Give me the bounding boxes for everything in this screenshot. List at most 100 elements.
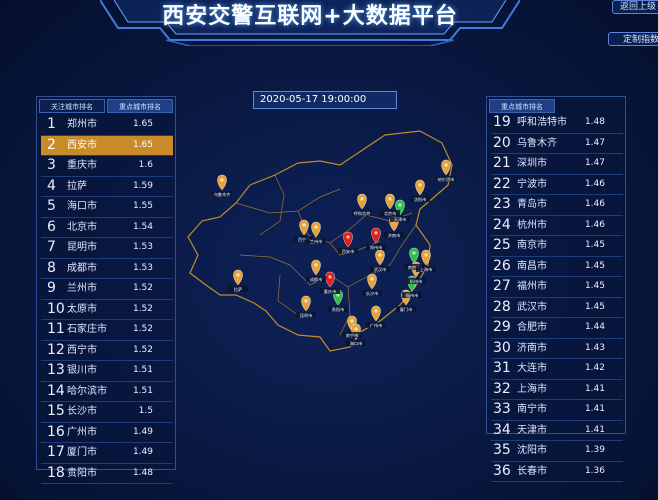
ranking-row[interactable]: 19 呼和浩特市 1.48 [491,113,623,134]
map-pin-icon[interactable] [343,231,353,248]
city-name: 昆明市 [67,242,97,253]
map-label-bg [306,276,326,282]
rank-number: 10 [47,300,65,317]
ranking-row[interactable]: 25 南京市 1.45 [491,236,623,257]
map-label-bg [328,306,348,312]
map-pin-icon[interactable] [311,221,321,238]
map-label-bg [384,232,404,238]
map-label-bg [352,210,372,216]
ranking-row[interactable]: 36 长春市 1.36 [491,462,623,482]
map-label-bg [338,248,358,254]
map-pin-icon[interactable] [217,174,227,191]
index-value: 1.47 [584,137,605,148]
tab-followed-cities[interactable]: 关注城市排名 [39,99,105,113]
ranking-row[interactable]: 1 郑州市 1.65 [41,115,173,136]
rank-number: 19 [493,114,511,130]
city-name: 南宁市 [517,404,547,415]
map-label-bg [416,266,436,272]
rank-number: 27 [493,278,511,294]
ranking-row[interactable]: 28 武汉市 1.45 [491,298,623,318]
ranking-row[interactable]: 20 乌鲁木齐 1.47 [491,134,623,154]
index-value: 1.65 [132,139,153,150]
map-city-label: 贵阳市 [332,306,345,313]
map-city-label: 乌鲁木齐 [214,191,232,198]
map-city-label: 兰州市 [310,238,323,245]
map-pin-icon[interactable] [371,227,381,244]
ranking-row[interactable]: 12 西宁市 1.52 [41,341,173,361]
ranking-row[interactable]: 22 宁波市 1.46 [491,175,623,195]
map-pin-icon[interactable] [325,271,335,288]
index-value: 1.36 [584,465,605,476]
city-name: 济南市 [517,342,547,354]
map-city-label: 北京市 [384,210,397,217]
ranking-row[interactable]: 11 石家庄市 1.52 [41,320,173,341]
ranking-row[interactable]: 33 南宁市 1.41 [491,400,623,421]
rank-number: 8 [47,259,56,276]
date-display[interactable]: 2020-05-17 19:00:00 [253,91,397,109]
map-pin-icon[interactable] [233,269,243,286]
ranking-row[interactable]: 16 广州市 1.49 [41,423,173,443]
ranking-row[interactable]: 13 银川市 1.51 [41,361,173,382]
city-name: 深圳市 [517,158,547,169]
ranking-row[interactable]: 32 上海市 1.41 [491,380,623,400]
map-pin-icon[interactable] [371,305,381,322]
index-value: 1.6 [138,160,153,170]
ranking-row[interactable]: 6 北京市 1.54 [41,218,173,238]
map-label-bg [294,236,314,242]
tab-key-cities[interactable]: 重点城市排名 [107,99,173,113]
ranking-row[interactable]: 2 西安市 1.65 [41,135,173,156]
map-label-bg [406,278,426,284]
map-pin-icon[interactable] [385,193,395,210]
map-city-label: 武汉市 [374,266,387,273]
rank-number: 6 [47,218,56,235]
city-name: 合肥市 [517,322,547,333]
ranking-row[interactable]: 9 兰州市 1.52 [41,279,173,300]
ranking-row[interactable]: 34 天津市 1.41 [491,421,623,441]
ranking-row[interactable]: 26 南昌市 1.45 [491,257,623,277]
ranking-row[interactable]: 4 拉萨 1.59 [41,177,173,197]
rank-number: 20 [493,134,511,151]
map-label-bg [228,286,248,292]
ranking-row[interactable]: 10 太原市 1.52 [41,300,173,320]
map-pin-icon[interactable] [301,295,311,312]
ranking-row[interactable]: 17 厦门市 1.49 [41,443,173,464]
ranking-row[interactable]: 8 成都市 1.53 [41,259,173,279]
map-city-label: 南宁市 [346,332,359,339]
custom-index-button[interactable]: 定制指数 [608,32,658,46]
left-ranking-list: 1 郑州市 1.65 2 西安市 1.65 3 重庆市 1.6 4 拉萨 1.59 5 海口市 1.55 6 北… [41,115,173,484]
map-pin-icon[interactable] [357,193,367,210]
map-pin-icon[interactable] [299,219,309,236]
ranking-row[interactable]: 30 济南市 1.43 [491,339,623,359]
ranking-row[interactable]: 7 昆明市 1.53 [41,238,173,259]
map-pin-icon[interactable] [421,249,431,266]
ranking-row[interactable]: 15 长沙市 1.5 [41,402,173,423]
city-name: 长沙市 [67,406,97,417]
ranking-row[interactable]: 29 合肥市 1.44 [491,318,623,339]
ranking-row[interactable]: 3 重庆市 1.6 [41,156,173,177]
rank-number: 12 [47,341,65,358]
back-button[interactable]: 返回上级 [612,0,658,14]
map-city-label: 沈阳市 [414,196,427,203]
page-title: 西安交警互联网+大数据平台 [162,4,458,29]
ranking-row[interactable]: 23 青岛市 1.46 [491,195,623,216]
ranking-row[interactable]: 24 杭州市 1.46 [491,216,623,236]
ranking-row[interactable]: 5 海口市 1.55 [41,197,173,218]
map-pin-icon[interactable] [367,273,377,290]
tab-key-cities-right[interactable]: 重点城市排名 [489,99,555,113]
map-pin-icon[interactable] [415,179,425,196]
ranking-row[interactable]: 35 沈阳市 1.39 [491,441,623,462]
rank-number: 25 [493,237,511,253]
ranking-row[interactable]: 18 贵阳市 1.48 [41,464,173,484]
right-ranking-list: 19 呼和浩特市 1.48 20 乌鲁木齐 1.47 21 深圳市 1.47 22 宁波市 1.46 2… [491,113,623,482]
map-pin-icon[interactable] [409,247,419,264]
map-city-label: 哈尔滨市 [438,176,455,183]
map-pin-icon[interactable] [311,259,321,276]
ranking-row[interactable]: 21 深圳市 1.47 [491,154,623,175]
city-name: 长春市 [517,465,547,477]
city-name: 哈尔滨市 [67,385,107,397]
ranking-row[interactable]: 31 大连市 1.42 [491,359,623,380]
map-pin-icon[interactable] [441,159,451,176]
ranking-row[interactable]: 27 福州市 1.45 [491,277,623,298]
ranking-row[interactable]: 14 哈尔滨市 1.51 [41,382,173,402]
